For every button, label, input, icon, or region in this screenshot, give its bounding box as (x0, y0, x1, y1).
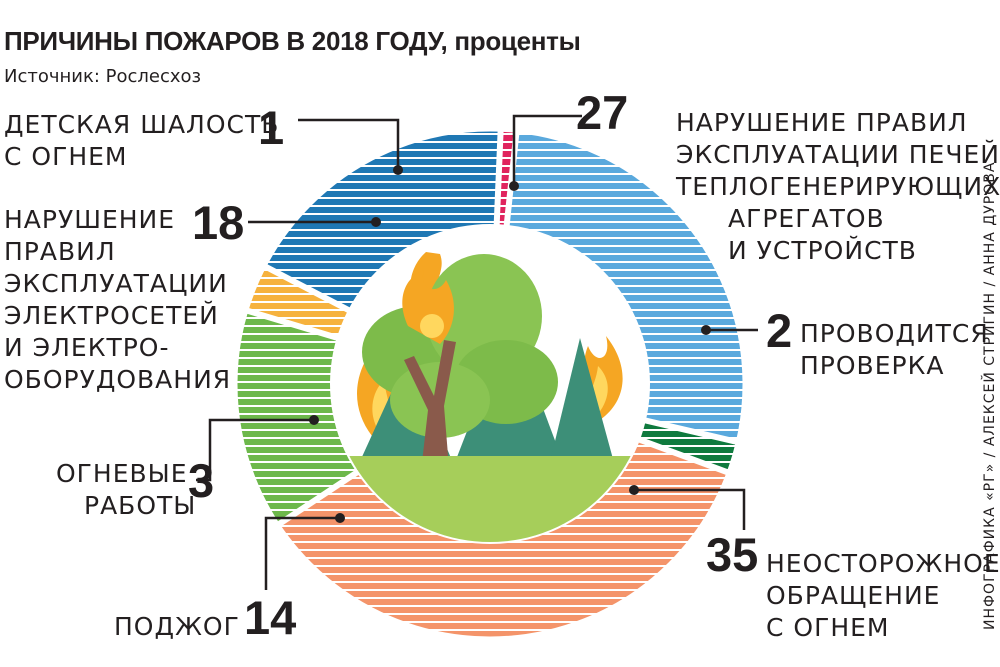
label-line: ЭКСПЛУАТАЦИИ ПЕЧЕЙ, (676, 140, 1000, 169)
slice-5 (264, 129, 501, 311)
label-line: ОГНЕВЫЕ (56, 459, 188, 488)
dot-arson (335, 513, 345, 523)
label-line: И ЭЛЕКТРО- (4, 333, 170, 362)
leader-children (298, 118, 400, 168)
label-line: ТЕПЛОГЕНЕРИРУЮЩИХ (676, 172, 1000, 201)
dot-electric (371, 217, 381, 227)
slice-separator (635, 435, 731, 477)
value-arson: 14 (244, 591, 297, 644)
label-line: ЭЛЕКТРОСЕТЕЙ (4, 301, 219, 330)
dot-careless (629, 485, 639, 495)
chart-source: Источник: Рослесхоз (4, 66, 202, 87)
chart-title: ПРИЧИНЫ ПОЖАРОВ В 2018 ГОДУ, проценты (4, 26, 581, 56)
tree-trunk (404, 340, 456, 480)
value-stoves: 27 (576, 86, 629, 139)
leader-arson (264, 516, 338, 590)
label-line: С ОГНЕМ (4, 142, 128, 171)
label-line: ЭКСПЛУАТАЦИИ (4, 269, 228, 298)
label-fire-works: ОГНЕВЫЕ РАБОТЫ (56, 458, 196, 522)
dot-children (393, 165, 403, 175)
label-line: НАРУШЕНИЕ ПРАВИЛ (676, 108, 968, 137)
value-fire-works: 3 (188, 454, 215, 507)
slice-2 (278, 439, 729, 638)
value-check: 2 (766, 304, 793, 357)
label-careless: НЕОСТОРОЖНОЕ ОБРАЩЕНИЕ С ОГНЕМ (766, 548, 1000, 644)
slice-separator (261, 262, 354, 315)
credit-line: ИНФОГРАФИКА «РГ» / АЛЕКСЕЙ СТРИГИН / АНН… (982, 161, 998, 630)
dot-check (701, 325, 711, 335)
label-line: И УСТРОЙСТВ (728, 236, 917, 265)
label-children: ДЕТСКАЯ ШАЛОСТЬ С ОГНЕМ (4, 109, 279, 173)
label-line: ПРОВЕРКА (800, 351, 945, 380)
label-line: АГРЕГАТОВ (728, 204, 885, 233)
label-line: РАБОТЫ (84, 491, 197, 520)
spruce-right (548, 338, 616, 470)
donut-outer-edge (234, 128, 746, 640)
leader-stoves (512, 114, 582, 184)
slice-3 (236, 310, 359, 525)
slice-separator (493, 128, 504, 229)
label-line: ПОДЖОГ (114, 612, 240, 641)
slice-separator (275, 467, 362, 529)
label-line: ДЕТСКАЯ ШАЛОСТЬ (4, 110, 280, 139)
value-electric: 18 (192, 196, 245, 249)
label-line: ОБРАЩЕНИЕ (766, 581, 941, 610)
label-line: ОБОРУДОВАНИЯ (4, 365, 232, 394)
leader-dots (309, 165, 711, 523)
slice-separator (641, 416, 740, 446)
label-check: ПРОВОДИТСЯ ПРОВЕРКА (800, 318, 989, 382)
label-line: НАРУШЕНИЕ (4, 205, 176, 234)
dot-fire-works (309, 415, 319, 425)
label-line: ПРАВИЛ (4, 237, 116, 266)
leader-lines (196, 114, 758, 590)
label-line: С ОГНЕМ (766, 613, 890, 642)
label-electric: НАРУШЕНИЕ ПРАВИЛ ЭКСПЛУАТАЦИИ ЭЛЕКТРОСЕТ… (4, 204, 231, 396)
value-careless: 35 (706, 528, 759, 581)
label-arson: ПОДЖОГ (114, 611, 240, 643)
label-line: НЕОСТОРОЖНОЕ (766, 549, 1000, 578)
slice-separator (244, 307, 342, 342)
value-children: 1 (258, 101, 285, 154)
label-stoves: НАРУШЕНИЕ ПРАВИЛ ЭКСПЛУАТАЦИИ ПЕЧЕЙ, ТЕП… (676, 107, 1000, 267)
forest-fire-icon (332, 226, 648, 542)
label-line: ПРОВОДИТСЯ (800, 319, 989, 348)
dot-stoves (509, 181, 519, 191)
leader-fire-works (196, 418, 312, 482)
tree-fire-core (420, 314, 444, 338)
leader-careless (636, 488, 746, 530)
